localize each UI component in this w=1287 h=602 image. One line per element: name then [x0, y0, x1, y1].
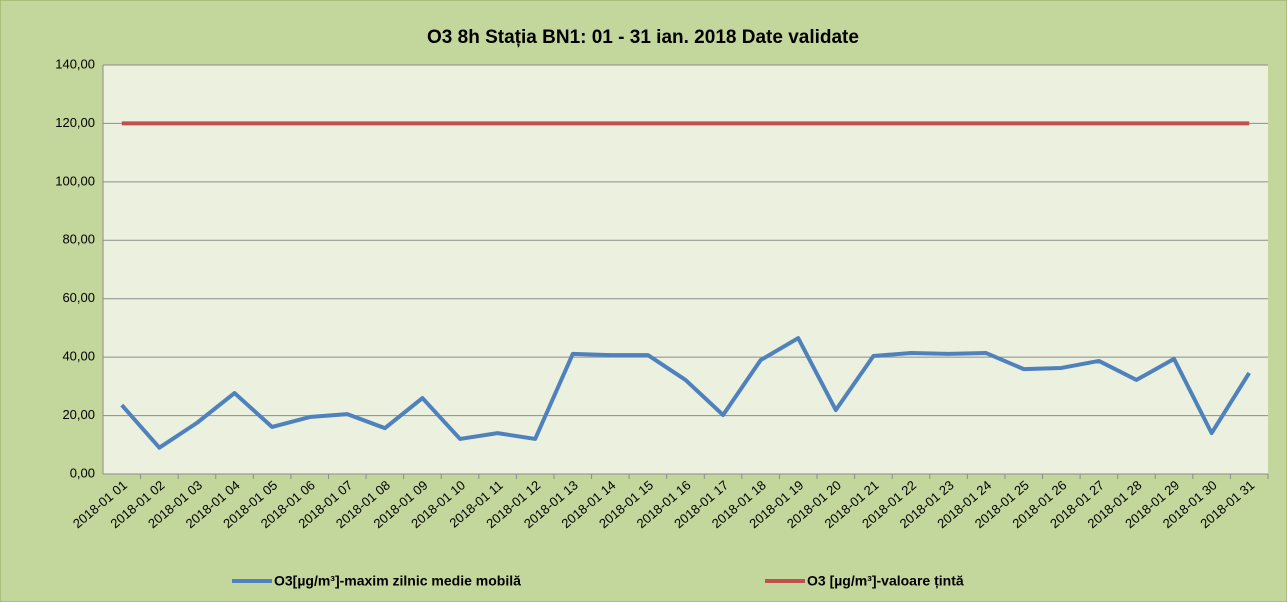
y-tick-label: 40,00: [62, 349, 95, 364]
legend-label: O3[µg/m³]-maxim zilnic medie mobilă: [274, 573, 521, 589]
plot-area: [103, 65, 1268, 474]
y-tick-label: 140,00: [55, 56, 95, 71]
y-tick-label: 100,00: [55, 173, 95, 188]
legend-label: O3 [µg/m³]-valoare țintă: [807, 573, 964, 589]
y-tick-label: 20,00: [62, 407, 95, 422]
y-tick-label: 120,00: [55, 115, 95, 130]
y-tick-label: 0,00: [70, 465, 95, 480]
chart-title: O3 8h Stația BN1: 01 - 31 ian. 2018 Date…: [427, 27, 859, 48]
y-tick-label: 60,00: [62, 290, 95, 305]
series-line: [120, 336, 1251, 450]
y-tick-label: 80,00: [62, 232, 95, 247]
